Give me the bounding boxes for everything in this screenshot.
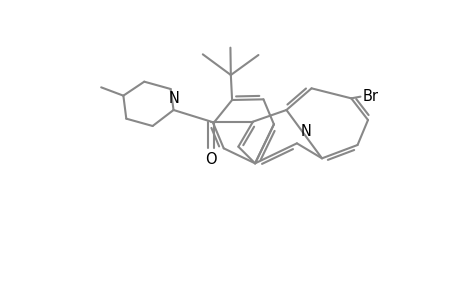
Text: Br: Br	[362, 89, 378, 104]
Text: O: O	[205, 152, 217, 167]
Text: N: N	[300, 124, 311, 139]
Text: N: N	[169, 91, 179, 106]
